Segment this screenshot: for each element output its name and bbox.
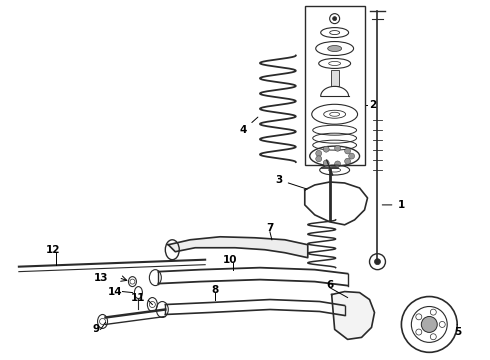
Circle shape — [421, 316, 437, 332]
Circle shape — [416, 329, 422, 335]
Circle shape — [430, 334, 436, 340]
Circle shape — [348, 153, 355, 159]
Text: 11: 11 — [131, 293, 146, 302]
Circle shape — [335, 145, 341, 151]
Bar — [305, 6, 365, 165]
Text: 3: 3 — [275, 175, 307, 189]
Circle shape — [323, 146, 329, 152]
Text: 12: 12 — [46, 245, 60, 255]
Circle shape — [316, 150, 322, 156]
Text: 4: 4 — [240, 117, 258, 135]
Text: 1: 1 — [382, 200, 405, 210]
Polygon shape — [168, 237, 308, 258]
Text: 6: 6 — [326, 280, 333, 289]
Polygon shape — [332, 292, 374, 339]
Text: 2: 2 — [369, 100, 377, 110]
Circle shape — [323, 160, 329, 166]
Circle shape — [335, 161, 341, 167]
Circle shape — [316, 156, 322, 162]
Text: 10: 10 — [223, 255, 237, 265]
Circle shape — [333, 17, 337, 21]
Bar — [331, 71, 339, 86]
Text: 14: 14 — [108, 287, 123, 297]
Circle shape — [430, 309, 436, 315]
Text: 5: 5 — [454, 324, 462, 337]
Circle shape — [374, 259, 380, 265]
Text: 9: 9 — [92, 324, 99, 334]
Ellipse shape — [328, 45, 342, 51]
Circle shape — [344, 148, 351, 154]
Circle shape — [439, 321, 445, 328]
Circle shape — [344, 158, 351, 164]
Text: 13: 13 — [94, 273, 108, 283]
Text: 7: 7 — [266, 223, 273, 233]
Text: 8: 8 — [212, 284, 219, 294]
Circle shape — [416, 314, 422, 320]
